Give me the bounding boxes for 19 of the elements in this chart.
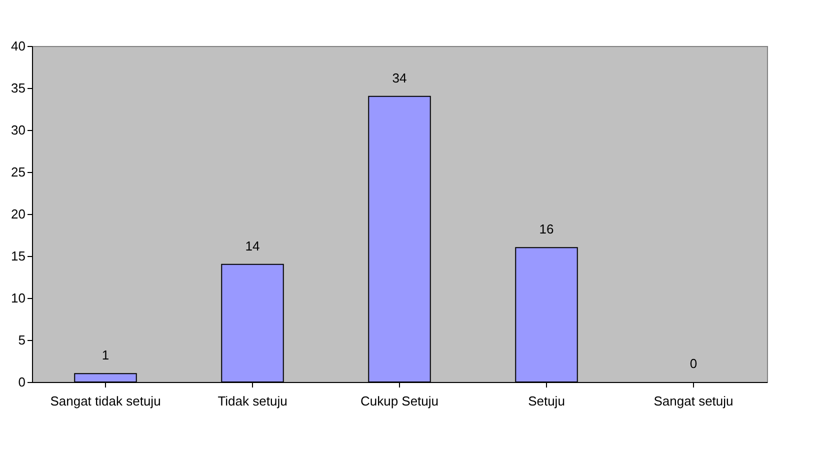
data-label: 34 [392,70,407,86]
y-tick-label: 35 [11,80,26,96]
x-tick-label: Tidak setuju [218,394,288,408]
y-tick-label: 25 [11,164,26,180]
x-tick-label: Setuju [528,394,565,408]
data-label: 16 [539,222,554,237]
y-tick-label: 30 [11,122,26,138]
data-label: 1 [102,348,110,363]
x-tick-label: Sangat tidak setuju [50,394,161,408]
x-tick-label: Sangat setuju [654,394,734,408]
y-tick-label: 10 [11,290,26,306]
x-tick-label: Cukup Setuju [360,394,439,408]
data-label: 14 [245,238,260,254]
y-tick-label: 20 [11,206,26,222]
y-tick-label: 5 [18,332,26,348]
y-tick-label: 0 [18,374,26,390]
data-label: 0 [690,356,698,371]
y-tick-label: 40 [11,38,26,54]
y-tick-label: 15 [11,248,26,264]
